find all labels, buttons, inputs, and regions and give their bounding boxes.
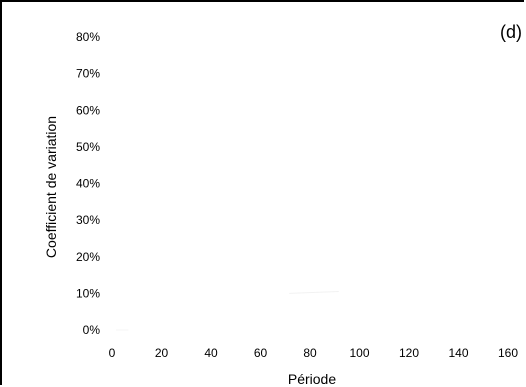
y-axis-label: Coefficient de variation	[43, 116, 59, 258]
y-tick-label: 60%	[76, 103, 100, 117]
y-tick-label: 80%	[76, 30, 100, 44]
panel-label: (d)	[500, 22, 522, 42]
y-tick-label: 50%	[76, 140, 100, 154]
y-tick-label: 30%	[76, 213, 100, 227]
series-layer	[116, 291, 339, 331]
x-tick-label: 20	[155, 346, 169, 360]
x-tick-label: 160	[498, 346, 518, 360]
x-tick-label: 140	[448, 346, 468, 360]
x-tick-label: 60	[254, 346, 268, 360]
y-tick-label: 20%	[76, 250, 100, 264]
x-tick-label: 40	[204, 346, 218, 360]
x-tick-label: 120	[399, 346, 419, 360]
series-line-2	[289, 291, 339, 294]
y-tick-label: 40%	[76, 177, 100, 191]
x-tick-labels: 0 20 40 60 80 100 120 140 160	[109, 346, 519, 360]
x-axis-label: Période	[288, 371, 336, 387]
y-tick-label: 70%	[76, 67, 100, 81]
y-tick-label: 0%	[83, 323, 101, 337]
x-tick-label: 0	[109, 346, 116, 360]
x-tick-label: 80	[303, 346, 317, 360]
y-tick-labels: 0% 10% 20% 30% 40% 50% 60% 70% 80%	[76, 30, 100, 337]
x-tick-label: 100	[349, 346, 369, 360]
y-tick-label: 10%	[76, 286, 100, 300]
